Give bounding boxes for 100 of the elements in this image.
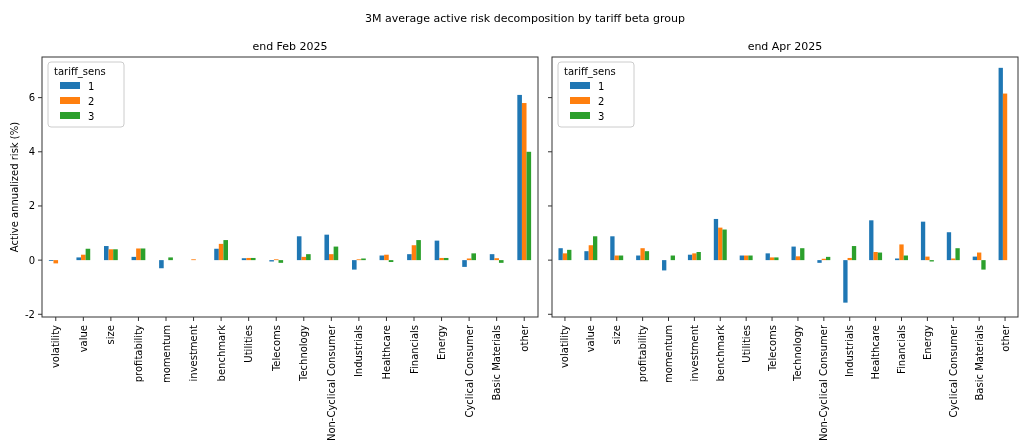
x-tick-label: Cyclical Consumer bbox=[463, 324, 475, 418]
bar bbox=[899, 244, 904, 261]
x-tick-label: Non-Cyclical Consumer bbox=[325, 324, 337, 442]
x-tick-label: size bbox=[611, 325, 623, 345]
chart-title: end Apr 2025 bbox=[747, 40, 823, 53]
bar bbox=[1002, 93, 1008, 261]
bar bbox=[946, 232, 952, 261]
legend-label: 1 bbox=[88, 80, 95, 92]
x-tick-label: Healthcare bbox=[870, 325, 882, 380]
bar bbox=[640, 248, 645, 261]
x-tick-label: volatility bbox=[50, 324, 62, 369]
bar bbox=[104, 246, 109, 261]
x-tick-label: Non-Cyclical Consumer bbox=[818, 324, 830, 442]
bar bbox=[662, 260, 667, 271]
bar bbox=[439, 257, 444, 261]
x-tick-label: Technology bbox=[298, 324, 310, 383]
bar bbox=[644, 251, 650, 261]
bar bbox=[462, 260, 467, 267]
bar bbox=[769, 257, 775, 261]
x-tick-label: investment bbox=[188, 324, 200, 382]
x-tick-label: Healthcare bbox=[380, 325, 392, 380]
bar bbox=[843, 260, 848, 303]
bar bbox=[920, 221, 926, 261]
x-tick-label: other bbox=[999, 324, 1011, 352]
bar bbox=[955, 248, 960, 261]
bar bbox=[925, 256, 930, 261]
legend-title: tariff_sens bbox=[564, 66, 616, 78]
x-tick-label: value bbox=[77, 325, 89, 353]
bar bbox=[748, 255, 753, 261]
x-tick-label: Technology bbox=[792, 324, 804, 383]
bar bbox=[696, 252, 701, 261]
legend-label: 3 bbox=[88, 110, 95, 122]
x-tick-label: profitability bbox=[132, 324, 144, 383]
bar bbox=[53, 260, 59, 264]
bar bbox=[791, 246, 796, 261]
bar bbox=[306, 254, 311, 261]
y-tick-label: 6 bbox=[28, 92, 35, 104]
bar bbox=[722, 229, 727, 261]
x-tick-label: benchmark bbox=[215, 324, 227, 382]
bar bbox=[159, 260, 164, 269]
bar bbox=[981, 260, 986, 270]
bar bbox=[562, 253, 568, 261]
bar bbox=[774, 257, 779, 261]
bar bbox=[81, 254, 86, 261]
bar bbox=[246, 257, 251, 261]
bar bbox=[869, 220, 874, 261]
bar bbox=[223, 240, 228, 261]
x-tick-label: Telecoms bbox=[766, 325, 778, 373]
legend-title: tariff_sens bbox=[54, 66, 106, 78]
bar bbox=[998, 67, 1003, 261]
x-tick-label: momentum bbox=[663, 325, 674, 384]
x-tick-label: Utilities bbox=[243, 325, 255, 363]
bar bbox=[817, 260, 822, 263]
y-tick-label: 0 bbox=[28, 254, 35, 266]
x-tick-label: Energy bbox=[921, 324, 933, 361]
bar bbox=[329, 254, 334, 261]
x-tick-label: Telecoms bbox=[270, 325, 282, 373]
x-tick-label: profitability bbox=[637, 324, 649, 383]
legend-label: 3 bbox=[598, 110, 605, 122]
x-tick-label: Cyclical Consumer bbox=[947, 324, 959, 418]
chart-title: 3M average active risk decomposition by tariff beta group bbox=[365, 12, 685, 25]
bar bbox=[471, 253, 476, 261]
x-tick-label: Industrials bbox=[844, 325, 856, 378]
bar bbox=[851, 246, 857, 261]
legend-label: 2 bbox=[598, 95, 605, 107]
x-tick-label: Basic Materials bbox=[973, 325, 985, 401]
bar bbox=[416, 240, 421, 261]
bar bbox=[588, 245, 593, 261]
bar bbox=[517, 94, 522, 261]
x-tick-label: benchmark bbox=[714, 324, 726, 382]
x-tick-label: momentum bbox=[160, 325, 172, 384]
bar bbox=[713, 218, 719, 261]
bar bbox=[521, 103, 527, 261]
x-tick-label: other bbox=[518, 324, 530, 352]
bar bbox=[214, 248, 219, 261]
bar bbox=[250, 257, 256, 261]
bar bbox=[301, 256, 307, 261]
bar bbox=[324, 234, 330, 261]
bar bbox=[800, 248, 805, 261]
bar bbox=[873, 252, 878, 261]
bar bbox=[136, 248, 141, 261]
bar bbox=[692, 253, 697, 261]
x-tick-label: volatility bbox=[559, 324, 571, 369]
legend-label: 2 bbox=[88, 95, 95, 107]
bar bbox=[498, 260, 504, 263]
legend-label: 1 bbox=[598, 80, 605, 92]
x-tick-label: Energy bbox=[436, 324, 448, 361]
bar bbox=[407, 254, 412, 261]
y-axis-title: Active annualized risk (%) bbox=[9, 121, 20, 253]
x-tick-label: investment bbox=[688, 324, 700, 382]
bar bbox=[567, 249, 572, 261]
x-tick-label: value bbox=[585, 325, 597, 353]
bar bbox=[113, 249, 118, 261]
y-tick-label: 2 bbox=[28, 200, 35, 212]
y-tick-label: 4 bbox=[28, 146, 35, 158]
bar bbox=[765, 253, 770, 261]
bar bbox=[610, 236, 615, 261]
x-tick-label: Financials bbox=[408, 325, 420, 374]
y-tick-label: -2 bbox=[25, 308, 35, 320]
bar bbox=[278, 260, 284, 263]
